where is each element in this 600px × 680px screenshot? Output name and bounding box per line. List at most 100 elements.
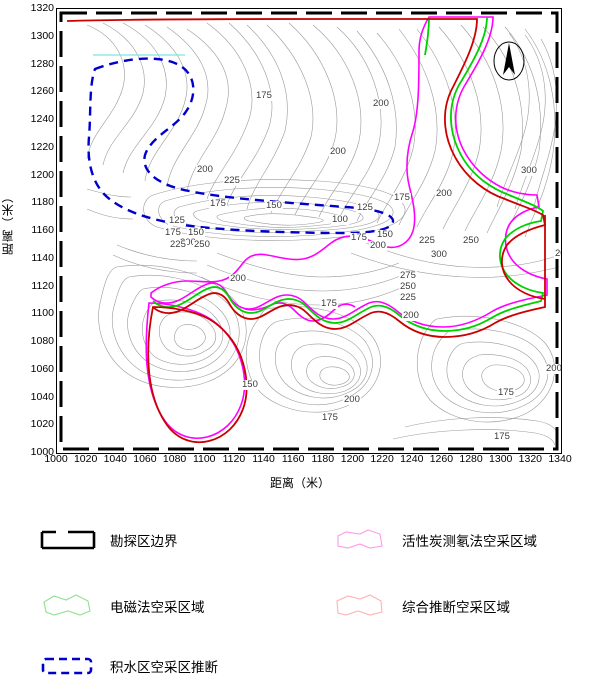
x-tick-1340: 1340	[548, 453, 572, 465]
contour-label-175-0: 175	[255, 90, 273, 101]
x-tick-1180: 1180	[311, 453, 335, 465]
y-tick-1300: 1300	[30, 29, 54, 42]
contour-label-300-5: 300	[520, 165, 538, 176]
legend-label-em-area: 电磁法空采区域	[110, 600, 205, 615]
comprehensive-area-path-2	[147, 306, 248, 444]
y-tick-1100: 1100	[31, 307, 54, 320]
x-tick-1060: 1060	[133, 453, 157, 465]
y-tick-1160: 1160	[31, 224, 54, 236]
contour-label-200-2: 200	[329, 146, 347, 157]
y-tick-1320: 1320	[30, 2, 54, 14]
x-tick-1020: 1020	[73, 453, 98, 465]
contour-label-225-4: 225	[223, 175, 241, 186]
y-tick-1220: 1220	[30, 140, 54, 153]
contour-label-200-1: 200	[372, 98, 390, 109]
radon-area-path-3	[244, 302, 356, 322]
contour-label-150-14: 150	[187, 227, 205, 238]
x-tick-labels: 1000 1020 1040 1060 1080 1100 1120 1140 1160 1180…	[44, 452, 571, 472]
contour-label-150-32: 150	[241, 379, 259, 390]
x-tick-1000: 1000	[44, 453, 68, 465]
x-tick-1220: 1220	[370, 453, 394, 465]
contour-label-250-21: 250	[193, 239, 211, 250]
x-tick-1200: 1200	[340, 453, 365, 465]
y-tick-1020: 1020	[30, 418, 54, 431]
contour-label-250-26: 250	[399, 281, 417, 292]
contour-label-125-8: 125	[356, 202, 374, 213]
legend-item-water-area: 积水区空采区推断	[38, 652, 218, 680]
legend-key-radon-area	[330, 526, 390, 554]
y-tick-labels: 1000 1020 1040 1060 1080 1100 1120 1140 1160 1180…	[18, 0, 54, 460]
contour-label-250-18: 250	[462, 235, 480, 246]
comprehensive-area-path	[66, 18, 547, 338]
contour-label-200-22: 200	[369, 240, 387, 251]
y-tick-1000: 1000	[30, 446, 54, 458]
em-area-path-2	[424, 16, 430, 56]
legend-item-radon-area: 活性炭测氡法空采区域	[330, 526, 537, 554]
y-tick-1080: 1080	[30, 335, 54, 347]
legend-key-em-area	[38, 592, 98, 620]
contour-label-175-6: 175	[209, 198, 227, 209]
y-tick-1120: 1120	[31, 279, 54, 292]
contour-label-100-11: 100	[331, 214, 349, 225]
legend-item-comprehensive-area: 综合推断空采区域	[330, 592, 510, 620]
x-tick-1260: 1260	[429, 453, 454, 465]
x-tick-1040: 1040	[103, 453, 127, 465]
contour-label-175-35: 175	[321, 412, 339, 423]
x-tick-1240: 1240	[400, 453, 424, 465]
x-tick-1280: 1280	[459, 453, 483, 465]
x-tick-1300: 1300	[489, 453, 513, 465]
y-tick-1140: 1140	[31, 251, 54, 264]
contour-label-275-25: 275	[399, 270, 417, 281]
legend-key-exploration-boundary	[38, 526, 98, 554]
contour-label-175-15: 175	[350, 232, 368, 243]
water-area-path	[87, 57, 395, 235]
contour-label-200-24: 200	[554, 249, 561, 259]
contour-label-300-23: 300	[430, 249, 448, 260]
y-tick-1200: 1200	[30, 168, 54, 181]
legend-label-comprehensive-area: 综合推断空采区域	[402, 600, 510, 615]
contour-label-200-10: 200	[435, 188, 453, 199]
y-tick-1040: 1040	[30, 390, 54, 403]
legend-label-radon-area: 活性炭测氡法空采区域	[402, 534, 537, 549]
contour-lines	[86, 22, 560, 446]
contour-label-200-28: 200	[229, 273, 247, 284]
legend-item-exploration-boundary: 勘探区边界	[38, 526, 178, 554]
contour-label-175-13: 175	[164, 227, 182, 238]
exploration-boundary-path	[59, 11, 559, 451]
legend-key-comprehensive-area	[330, 592, 390, 620]
map-svg	[59, 11, 560, 451]
x-tick-1320: 1320	[518, 453, 543, 465]
x-tick-1100: 1100	[192, 453, 216, 465]
contour-label-175-34: 175	[497, 387, 515, 398]
x-tick-1160: 1160	[281, 453, 305, 465]
legend-item-em-area: 电磁法空采区域	[38, 592, 205, 620]
contour-label-200-3: 200	[196, 164, 214, 175]
x-tick-1120: 1120	[222, 453, 246, 465]
y-tick-1060: 1060	[30, 362, 54, 375]
contour-label-200-33: 200	[343, 394, 361, 405]
contour-label-175-29: 175	[320, 298, 338, 309]
contour-label-200-30: 200	[402, 310, 420, 321]
y-tick-1260: 1260	[30, 85, 54, 98]
contour-label-125-12: 125	[168, 215, 186, 226]
contour-label-175-9: 175	[393, 192, 411, 203]
legend-key-water-area	[38, 652, 98, 680]
radon-area-path-2	[145, 302, 246, 439]
legend-label-exploration-boundary: 勘探区边界	[110, 534, 178, 549]
contour-label-150-7: 150	[265, 200, 283, 211]
contour-label-175-36: 175	[493, 431, 511, 442]
contour-label-225-27: 225	[399, 292, 417, 303]
x-axis-label: 距离（米）	[269, 476, 330, 490]
compass-rose	[493, 41, 525, 81]
contour-label-225-20: 225	[169, 239, 187, 250]
legend-label-water-area: 积水区空采区推断	[110, 660, 218, 675]
contour-label-200-19: 200	[179, 237, 197, 248]
contour-label-225-17: 225	[418, 235, 436, 246]
contour-label-150-16: 150	[376, 229, 394, 240]
x-tick-1140: 1140	[252, 453, 275, 465]
legend: 勘探区边界 活性炭测氡法空采区域 电磁法空采区域	[0, 508, 600, 677]
map-panel: 175 200 200 200 225 300 175 150 125 175 200 100 125 1…	[56, 8, 562, 454]
y-tick-1180: 1180	[31, 196, 54, 209]
contour-label-200-31: 200	[545, 363, 562, 374]
